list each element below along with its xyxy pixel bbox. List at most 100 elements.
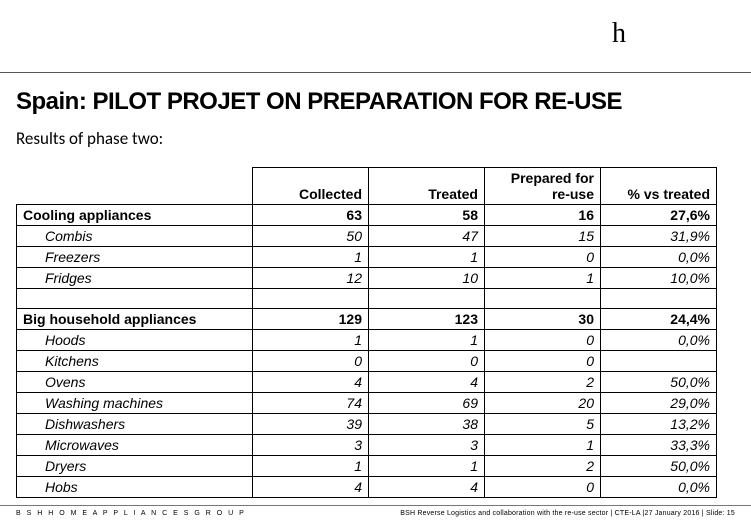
table-body: Cooling appliances63581627,6%Combis50471… <box>17 205 717 498</box>
slide-footer: B S H H O M E A P P L I A N C E S G R O … <box>0 505 751 517</box>
table-cell: 39 <box>253 414 369 435</box>
table-cell: 50,0% <box>601 456 717 477</box>
table-cell: Fridges <box>17 268 253 289</box>
table-cell: Cooling appliances <box>17 205 253 226</box>
table-cell: 38 <box>369 414 485 435</box>
table-cell: 4 <box>253 477 369 498</box>
table-cell: 33,3% <box>601 435 717 456</box>
table-cell: Freezers <box>17 247 253 268</box>
table-cell: 1 <box>253 247 369 268</box>
table-cell: 1 <box>253 456 369 477</box>
table-cell: 123 <box>369 309 485 330</box>
table-cell: 24,4% <box>601 309 717 330</box>
table-cell: Microwaves <box>17 435 253 456</box>
table-cell: 16 <box>485 205 601 226</box>
table-cell: 10,0% <box>601 268 717 289</box>
table-cell: 13,2% <box>601 414 717 435</box>
table-cell: 3 <box>253 435 369 456</box>
table-cell <box>601 289 717 309</box>
slide-title: Spain: PILOT PROJET ON PREPARATION FOR R… <box>16 88 735 116</box>
table-cell: 0 <box>485 351 601 372</box>
table-cell <box>369 289 485 309</box>
top-rule <box>0 72 751 73</box>
table-cell: 0 <box>253 351 369 372</box>
table-cell <box>17 289 253 309</box>
table-cell: 50,0% <box>601 372 717 393</box>
table-cell: Kitchens <box>17 351 253 372</box>
footer-left: B S H H O M E A P P L I A N C E S G R O … <box>16 510 246 517</box>
table-cell: 0,0% <box>601 477 717 498</box>
table-cell: 3 <box>369 435 485 456</box>
table-row: Microwaves33133,3% <box>17 435 717 456</box>
table-row: Kitchens000 <box>17 351 717 372</box>
data-table: Collected Treated Prepared for re-use % … <box>16 167 717 498</box>
table-cell: 47 <box>369 226 485 247</box>
table-cell: 4 <box>369 372 485 393</box>
table-cell: 29,0% <box>601 393 717 414</box>
table-cell: 31,9% <box>601 226 717 247</box>
col-header-collected: Collected <box>253 168 369 205</box>
col-header-category <box>17 168 253 205</box>
table-row: Hoods1100,0% <box>17 330 717 351</box>
table-cell: 0 <box>485 247 601 268</box>
table-cell: 0 <box>485 477 601 498</box>
table-cell <box>253 289 369 309</box>
table-row: Freezers1100,0% <box>17 247 717 268</box>
table-cell <box>601 351 717 372</box>
table-cell: 0,0% <box>601 247 717 268</box>
table-cell: 1 <box>369 247 485 268</box>
table-cell: Combis <box>17 226 253 247</box>
table-cell: 0,0% <box>601 330 717 351</box>
content-area: Spain: PILOT PROJET ON PREPARATION FOR R… <box>0 0 751 525</box>
table-cell: 5 <box>485 414 601 435</box>
table-cell: Dryers <box>17 456 253 477</box>
table-cell: 20 <box>485 393 601 414</box>
col-header-pct: % vs treated <box>601 168 717 205</box>
table-cell: Dishwashers <box>17 414 253 435</box>
table-cell: 1 <box>485 435 601 456</box>
table-wrap: Collected Treated Prepared for re-use % … <box>16 167 735 498</box>
table-cell: Hobs <box>17 477 253 498</box>
table-cell: 4 <box>369 477 485 498</box>
table-cell: 27,6% <box>601 205 717 226</box>
table-header-row: Collected Treated Prepared for re-use % … <box>17 168 717 205</box>
table-cell: 30 <box>485 309 601 330</box>
table-cell <box>485 289 601 309</box>
table-cell: 0 <box>485 330 601 351</box>
table-cell: 129 <box>253 309 369 330</box>
table-cell: 4 <box>253 372 369 393</box>
table-cell: 0 <box>369 351 485 372</box>
table-row: Dishwashers3938513,2% <box>17 414 717 435</box>
table-cell: 74 <box>253 393 369 414</box>
table-cell: 12 <box>253 268 369 289</box>
table-cell: 1 <box>369 456 485 477</box>
slide-subtitle: Results of phase two: <box>16 128 735 149</box>
table-cell: Washing machines <box>17 393 253 414</box>
table-row: Dryers11250,0% <box>17 456 717 477</box>
table-cell: Hoods <box>17 330 253 351</box>
table-cell: 58 <box>369 205 485 226</box>
table-cell: 2 <box>485 372 601 393</box>
table-row: Fridges1210110,0% <box>17 268 717 289</box>
table-cell: 1 <box>253 330 369 351</box>
table-row: Big household appliances1291233024,4% <box>17 309 717 330</box>
table-row: Combis50471531,9% <box>17 226 717 247</box>
table-cell: 50 <box>253 226 369 247</box>
table-cell: 2 <box>485 456 601 477</box>
table-cell: 1 <box>485 268 601 289</box>
col-header-prepared: Prepared for re-use <box>485 168 601 205</box>
table-head: Collected Treated Prepared for re-use % … <box>17 168 717 205</box>
table-cell: Big household appliances <box>17 309 253 330</box>
table-cell: 1 <box>369 330 485 351</box>
col-header-treated: Treated <box>369 168 485 205</box>
footer-right: BSH Reverse Logistics and collaboration … <box>400 510 735 517</box>
table-cell: 69 <box>369 393 485 414</box>
table-cell: 15 <box>485 226 601 247</box>
table-row: Hobs4400,0% <box>17 477 717 498</box>
table-cell: 63 <box>253 205 369 226</box>
table-row: Washing machines74692029,0% <box>17 393 717 414</box>
table-row <box>17 289 717 309</box>
table-row: Cooling appliances63581627,6% <box>17 205 717 226</box>
table-cell: 10 <box>369 268 485 289</box>
slide-page: h Spain: PILOT PROJET ON PREPARATION FOR… <box>0 0 751 525</box>
